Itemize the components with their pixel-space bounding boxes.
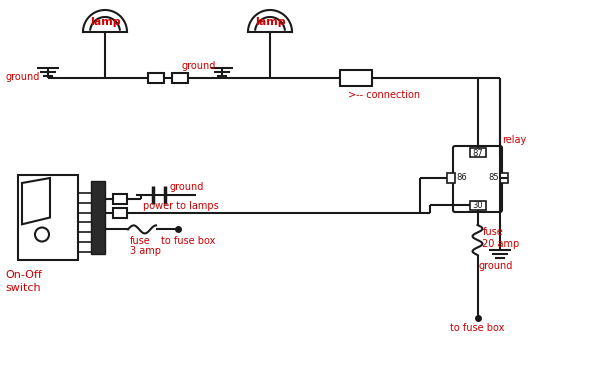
Text: 87: 87	[472, 149, 483, 158]
Text: 86: 86	[456, 173, 467, 182]
Bar	[447, 173, 455, 183]
Bar	[113, 194, 127, 204]
Text: On-Off: On-Off	[5, 270, 42, 280]
Text: power to lamps: power to lamps	[143, 201, 219, 211]
Text: ground: ground	[169, 182, 203, 192]
Text: ground: ground	[5, 72, 40, 82]
Bar	[470, 201, 485, 210]
Bar	[91, 181, 105, 254]
Text: to fuse box: to fuse box	[451, 323, 505, 333]
Text: 3 amp: 3 amp	[130, 246, 161, 256]
Text: lamp: lamp	[89, 17, 121, 27]
Text: lamp: lamp	[254, 17, 286, 27]
Text: 20 amp: 20 amp	[482, 239, 520, 249]
Text: 30: 30	[472, 200, 483, 210]
Bar	[113, 208, 127, 218]
Bar	[18, 175, 78, 260]
Bar	[148, 73, 164, 83]
Bar	[470, 148, 485, 157]
Text: 85: 85	[488, 173, 499, 182]
Bar	[500, 173, 508, 183]
Text: to fuse box: to fuse box	[161, 237, 215, 246]
Bar	[172, 73, 188, 83]
Bar	[340, 70, 372, 86]
Text: ground: ground	[479, 261, 513, 271]
Text: fuse: fuse	[482, 227, 503, 237]
Text: relay: relay	[502, 135, 526, 145]
Text: switch: switch	[5, 283, 41, 293]
Text: fuse: fuse	[130, 237, 151, 246]
Text: ground: ground	[182, 61, 217, 71]
Text: >-- connection: >-- connection	[348, 90, 420, 100]
